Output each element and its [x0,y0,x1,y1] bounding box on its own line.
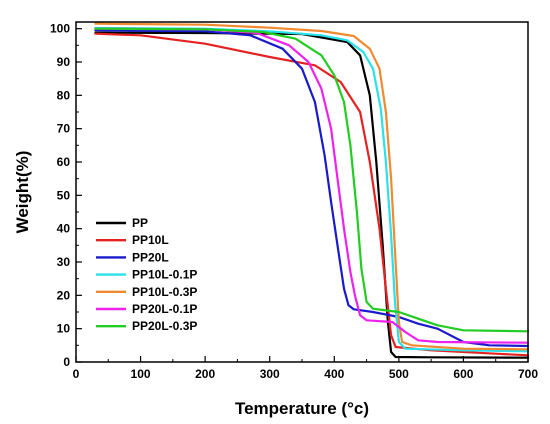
axis-ticks: 0 100 200 300 400 500 600 700 0 10 20 30 40 50 60 70 80 9… [50,22,538,381]
legend-label: PP [132,216,148,230]
x-tick-label: 400 [324,367,344,381]
y-tick-label: 30 [57,255,71,269]
legend-label: PP20L-0.3P [132,319,197,333]
x-tick-label: 700 [518,367,538,381]
y-tick-label: 100 [50,22,70,36]
y-tick-label: 50 [57,188,71,202]
series-line-pp10l-0-1p [94,26,530,353]
legend-label: PP10L [132,233,169,247]
series-line-pp20l [94,29,530,348]
y-tick-label: 70 [57,122,71,136]
x-axis-title: Temperature (°c) [235,399,369,418]
series-line-pp10l-0-3p [94,22,530,351]
legend-label: PP20L [132,250,169,264]
x-tick-label: 600 [453,367,473,381]
x-tick-label: 300 [260,367,280,381]
y-tick-label: 60 [57,155,71,169]
legend: PP PP10L PP20L PP10L-0.1P PP10L-0.3P PP20L-0.… [96,216,197,333]
y-tick-label: 0 [63,355,70,369]
legend-label: PP20L-0.1P [132,302,197,316]
x-tick-label: 100 [131,367,151,381]
x-tick-label: 200 [195,367,215,381]
y-tick-label: 40 [57,222,71,236]
y-tick-label: 80 [57,88,71,102]
x-tick-label: 0 [73,367,80,381]
x-tick-label: 500 [389,367,409,381]
y-tick-label: 90 [57,55,71,69]
series-line-pp20l-0-3p [94,27,530,333]
y-axis-title: Weight(%) [13,151,32,234]
legend-label: PP10L-0.3P [132,285,197,299]
legend-label: PP10L-0.1P [132,268,197,282]
plot-curves [94,22,530,359]
y-tick-label: 20 [57,288,71,302]
y-tick-label: 10 [57,322,71,336]
series-line-pp20l-0-1p [94,27,530,344]
